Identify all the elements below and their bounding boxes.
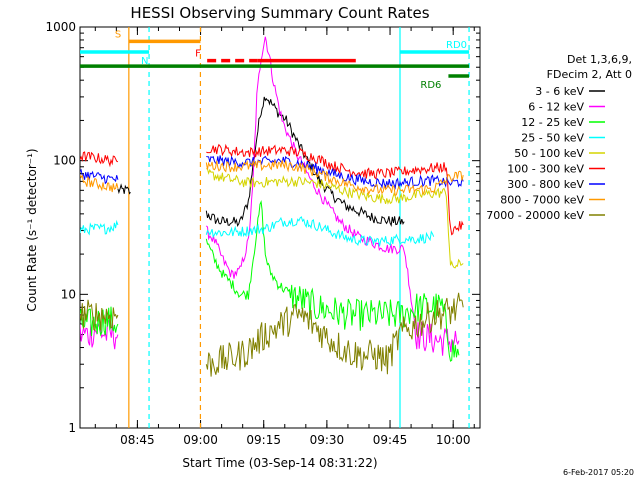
chart-title: HESSI Observing Summary Count Rates <box>130 4 429 22</box>
x-tick-label: 08:45 <box>120 433 155 447</box>
series-line <box>80 168 119 185</box>
y-tick-label: 1000 <box>45 20 76 34</box>
y-tick-label: 10 <box>61 287 76 301</box>
x-axis-label: Start Time (03-Sep-14 08:31:22) <box>182 456 377 470</box>
x-tick-label: 09:45 <box>373 433 408 447</box>
series-line <box>80 219 119 236</box>
x-tick-label: 10:00 <box>436 433 471 447</box>
legend-entry-label: 7000 - 20000 keV <box>486 209 584 222</box>
legend-entry-label: 100 - 300 keV <box>507 163 584 176</box>
footer-date: 6-Feb-2017 05:20 <box>563 468 634 477</box>
series-line <box>206 143 464 236</box>
plot-clip-group <box>80 27 470 428</box>
legend-entry-label: 25 - 50 keV <box>521 132 584 145</box>
y-tick-label: 1 <box>68 421 76 435</box>
legend: Det 1,3,6,9, FDecim 2, Att 0 3 - 6 keV 6 … <box>486 53 632 222</box>
series-line <box>205 292 464 377</box>
series-line <box>80 151 119 168</box>
state-bar-label: RD6 <box>420 80 441 91</box>
state-bar-label: RD0 <box>446 40 467 51</box>
plot-area: 1 10 100 1000 08:45 09:00 09:15 09:30 09:45 10:00… <box>45 20 481 447</box>
y-tick-label: 100 <box>53 154 76 168</box>
series-line <box>206 155 464 190</box>
series-line <box>205 36 460 356</box>
series-line <box>205 199 460 362</box>
series-line <box>117 183 131 195</box>
series-line <box>205 216 435 247</box>
x-tick-label: 09:00 <box>183 433 218 447</box>
state-bar-label: F <box>195 49 201 60</box>
y-axis-label: Count Rate (s⁻¹ detector⁻¹) <box>25 148 39 311</box>
state-bar-label: N <box>141 56 148 67</box>
plot-frame <box>79 26 481 429</box>
series-line <box>80 299 119 332</box>
series-line <box>205 159 464 197</box>
legend-entry-label: 12 - 25 keV <box>521 116 584 129</box>
series-line <box>206 168 464 269</box>
legend-header-line2: FDecim 2, Att 0 <box>547 68 632 81</box>
legend-header-line1: Det 1,3,6,9, <box>567 53 632 66</box>
legend-entry-label: 6 - 12 keV <box>528 101 584 114</box>
state-bar-label: S <box>115 29 121 40</box>
x-tick-label: 09:30 <box>310 433 345 447</box>
legend-entry-label: 300 - 800 keV <box>507 178 584 191</box>
x-tick-label: 09:15 <box>246 433 281 447</box>
legend-entry-label: 800 - 7000 keV <box>500 194 584 207</box>
legend-entry-label: 3 - 6 keV <box>535 85 584 98</box>
series-line <box>80 174 119 193</box>
legend-entry-label: 50 - 100 keV <box>514 147 584 160</box>
